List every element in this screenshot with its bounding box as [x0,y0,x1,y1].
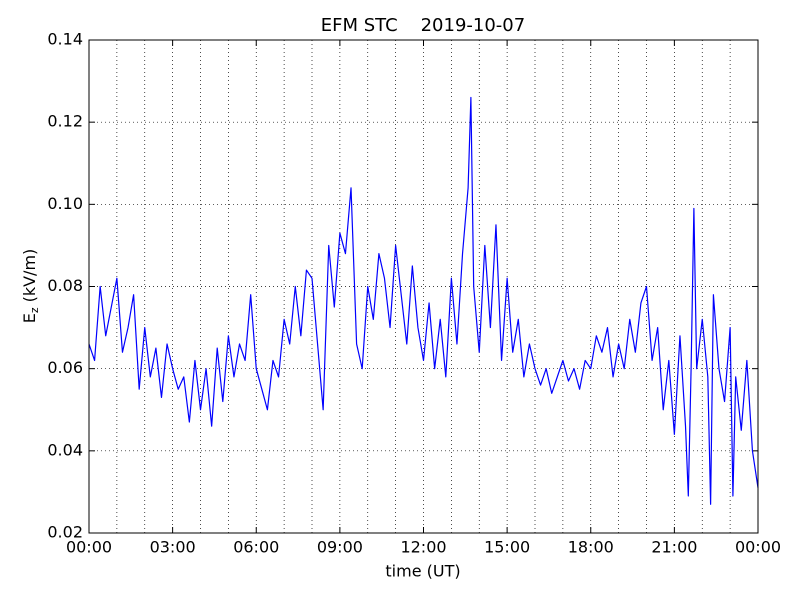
x-tick-label: 03:00 [150,538,196,557]
y-tick-label: 0.14 [47,30,83,49]
y-tick-label: 0.12 [47,112,83,131]
y-tick-label: 0.06 [47,358,83,377]
y-label-sub: z [28,307,41,313]
x-tick-label: 21:00 [651,538,697,557]
y-label-unit: (kV/m) [20,249,39,303]
x-tick-label: 09:00 [317,538,363,557]
x-tick-label: 12:00 [400,538,446,557]
y-tick-label: 0.10 [47,194,83,213]
y-tick-label: 0.08 [47,276,83,295]
x-tick-label: 00:00 [66,538,112,557]
x-tick-label: 18:00 [568,538,614,557]
y-tick-label: 0.04 [47,440,83,459]
x-tick-label: 00:00 [735,538,781,557]
x-axis-label: time (UT) [385,562,460,581]
y-axis-label: Ez (kV/m) [20,249,42,324]
x-tick-label: 06:00 [233,538,279,557]
y-tick-label: 0.02 [47,523,83,542]
chart-title: EFM STC 2019-10-07 [321,15,525,36]
y-label-main: E [20,313,39,323]
plot-frame [88,39,759,534]
x-tick-label: 15:00 [484,538,530,557]
data-line [88,96,759,505]
